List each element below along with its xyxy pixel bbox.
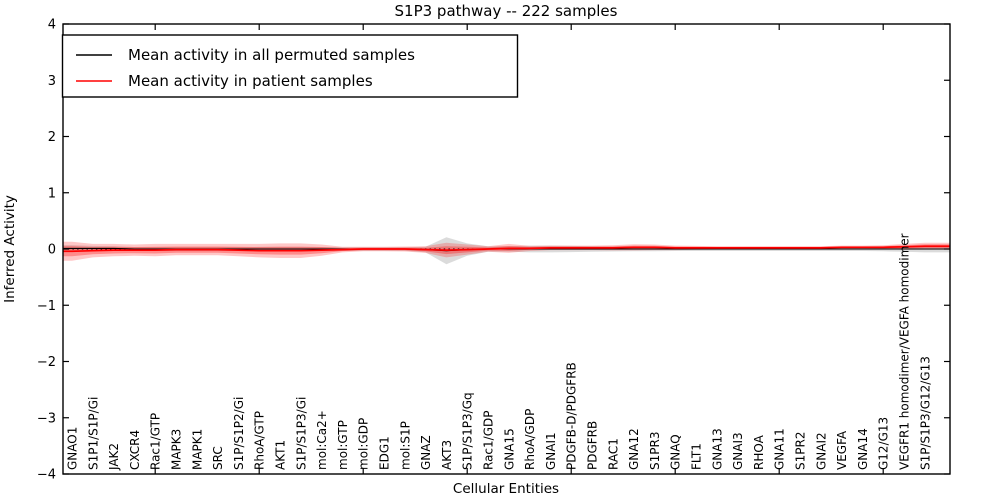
x-category-label: RHOA <box>752 434 766 470</box>
x-category-label: FLT1 <box>690 443 704 470</box>
x-category-label: RhoA/GDP <box>523 409 537 470</box>
x-category-label: AKT1 <box>274 440 288 470</box>
y-tick-label: 3 <box>48 74 56 89</box>
x-category-label: S1P/S1P3/Gq <box>461 392 475 470</box>
y-tick-label: 4 <box>48 18 56 33</box>
x-category-label: GNAQ <box>669 434 683 470</box>
x-category-label: S1P/S1P2/Gi <box>232 397 246 470</box>
patient-std-outer-band <box>63 241 950 261</box>
legend: Mean activity in all permuted samples Me… <box>61 34 519 98</box>
x-category-label: EDG1 <box>378 436 392 470</box>
x-category-label: PDGFRB <box>586 421 600 470</box>
patient-mean-line <box>63 245 950 253</box>
x-category-label: mol:GDP <box>357 418 371 470</box>
x-category-label: G12/G13 <box>877 417 891 470</box>
axes-frame <box>62 23 951 475</box>
legend-label-patient: Mean activity in patient samples <box>128 72 373 90</box>
x-category-label: VEGFA <box>835 430 849 470</box>
x-category-label: GNAI3 <box>731 432 745 470</box>
x-category-label: GNA15 <box>502 428 516 470</box>
x-category-label: GNA14 <box>856 428 870 470</box>
x-category-label: GNAI2 <box>814 432 828 470</box>
x-category-label: RhoA/GTP <box>253 411 267 470</box>
x-category-label: CXCR4 <box>128 430 142 470</box>
y-tick-label: 1 <box>48 186 56 201</box>
x-category-label: Rac1/GDP <box>482 411 496 470</box>
y-tick-label: 0 <box>48 243 56 258</box>
x-category-label: RAC1 <box>606 438 620 470</box>
x-category-label: S1PR3 <box>648 432 662 470</box>
x-category-label: S1P/S1P3/Gi <box>294 397 308 470</box>
permuted-std-band <box>63 237 950 265</box>
x-category-label: VEGFR1 homodimer/VEGFA homodimer <box>898 233 912 470</box>
y-tick-label: −2 <box>37 355 56 370</box>
x-category-label: MAPK1 <box>190 429 204 470</box>
x-category-label: PDGFB-D/PDGFRB <box>565 362 579 470</box>
y-tick-label: 2 <box>48 130 56 145</box>
x-category-label: S1P/S1P3/G12/G13 <box>918 356 932 470</box>
x-category-label: GNAI1 <box>544 432 558 470</box>
y-axis-title: Inferred Activity <box>2 195 18 303</box>
y-tick-label: −4 <box>37 468 56 483</box>
x-category-label: S1P1/S1P/Gi <box>86 397 100 470</box>
x-category-label: GNA13 <box>710 428 724 470</box>
legend-label-permuted: Mean activity in all permuted samples <box>128 46 415 64</box>
x-category-label: S1PR2 <box>794 432 808 470</box>
x-category-label: GNA12 <box>627 428 641 470</box>
x-axis-title: Cellular Entities <box>453 481 559 497</box>
x-category-label: GNAZ <box>419 435 433 470</box>
chart-title: S1P3 pathway -- 222 samples <box>395 2 618 20</box>
x-category-label: SRC <box>211 446 225 470</box>
x-category-label: GNAO1 <box>66 427 80 470</box>
x-category-label: mol:Ca2+ <box>315 410 329 470</box>
y-tick-label: −3 <box>37 411 56 426</box>
y-tick-label: −1 <box>37 299 56 314</box>
plot-area: 4 3 2 1 0 −1 −2 −3 −4 GNAO1 S1P1/S1P/Gi JAK2 CXCR4 Ra… <box>37 18 950 483</box>
x-category-label: Rac1/GTP <box>149 413 163 470</box>
x-category-label: MAPK3 <box>170 429 184 470</box>
x-category-label: mol:S1P <box>398 421 412 470</box>
x-category-label: JAK2 <box>107 443 121 471</box>
x-category-label: GNA11 <box>773 428 787 470</box>
legend-box <box>61 34 519 98</box>
x-category-label: AKT3 <box>440 440 454 470</box>
x-category-label: mol:GTP <box>336 420 350 470</box>
